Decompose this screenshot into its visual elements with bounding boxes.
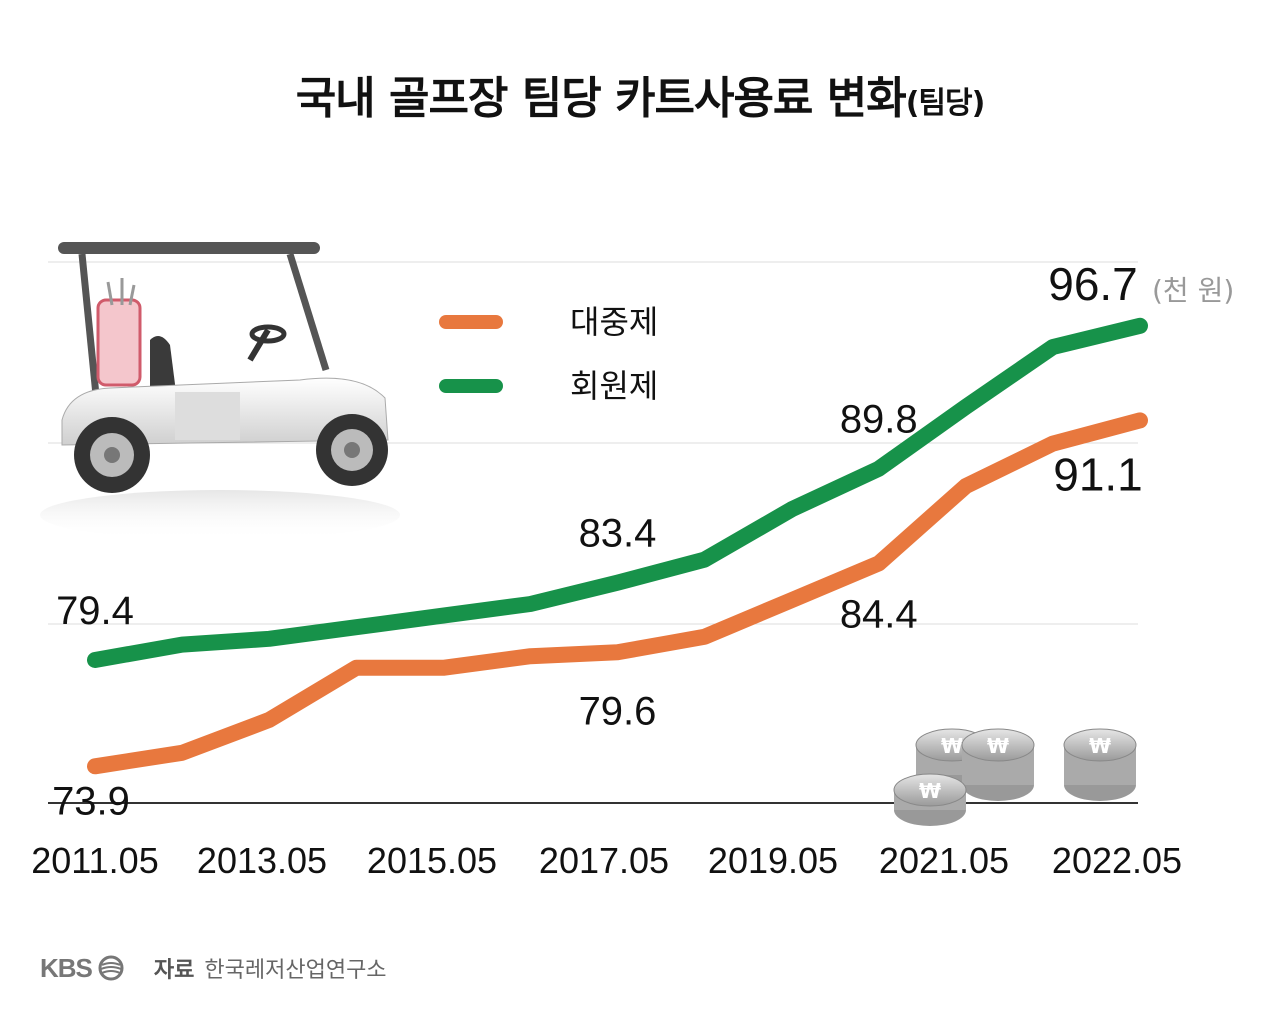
x-tick-label: 2017.05 — [539, 840, 669, 881]
unit-label: (천 원) — [1152, 274, 1234, 307]
legend-label: 회원제 — [570, 367, 658, 405]
x-tick-label: 2015.05 — [367, 840, 497, 881]
x-tick-label: 2019.05 — [708, 840, 838, 881]
labels-layer: 73.9 79.6 84.4 91.1 79.4 83.4 89.8 96.7 — [52, 258, 1143, 824]
series-line-member — [87, 317, 1148, 668]
svg-text:₩: ₩ — [919, 779, 941, 803]
data-label: 73.9 — [52, 779, 130, 823]
x-tick-label: 2022.05 — [1052, 840, 1182, 881]
kbs-logo-icon — [98, 955, 124, 981]
svg-text:₩: ₩ — [941, 734, 963, 758]
chart-title-main: 국내 골프장 팀당 카트사용료 변화 — [295, 73, 907, 124]
x-tick-labels: 2011.05 2013.05 2015.05 2017.05 2019.05 2021.… — [31, 840, 1182, 881]
footer: KBS 자료 한국레저산업연구소 — [40, 948, 387, 988]
series-layer — [87, 317, 1148, 775]
won-coins-illustration: ₩ ₩ ₩ ₩ — [893, 728, 1137, 826]
data-label: 84.4 — [840, 592, 918, 636]
svg-text:₩: ₩ — [1089, 734, 1111, 758]
chart-title-sub: (팀당) — [905, 86, 986, 121]
brand-name: KBS — [40, 952, 93, 983]
golf-cart-illustration — [40, 242, 400, 540]
data-label: 79.6 — [579, 689, 657, 733]
x-tick-label: 2021.05 — [879, 840, 1009, 881]
source-label: 자료 — [153, 958, 195, 983]
x-tick-label: 2013.05 — [197, 840, 327, 881]
data-label: 91.1 — [1053, 448, 1143, 500]
svg-text:₩: ₩ — [987, 734, 1009, 758]
series-line-public — [87, 412, 1148, 775]
data-label: 89.8 — [840, 398, 918, 442]
data-label: 83.4 — [579, 512, 657, 556]
legend-label: 대중제 — [570, 303, 658, 341]
data-label: 79.4 — [56, 589, 134, 633]
x-tick-label: 2011.05 — [31, 840, 158, 881]
chart-title: 국내 골프장 팀당 카트사용료 변화(팀당) — [0, 62, 1280, 126]
source-text: 한국레저산업연구소 — [204, 958, 387, 983]
data-label: 96.7 — [1048, 258, 1138, 310]
